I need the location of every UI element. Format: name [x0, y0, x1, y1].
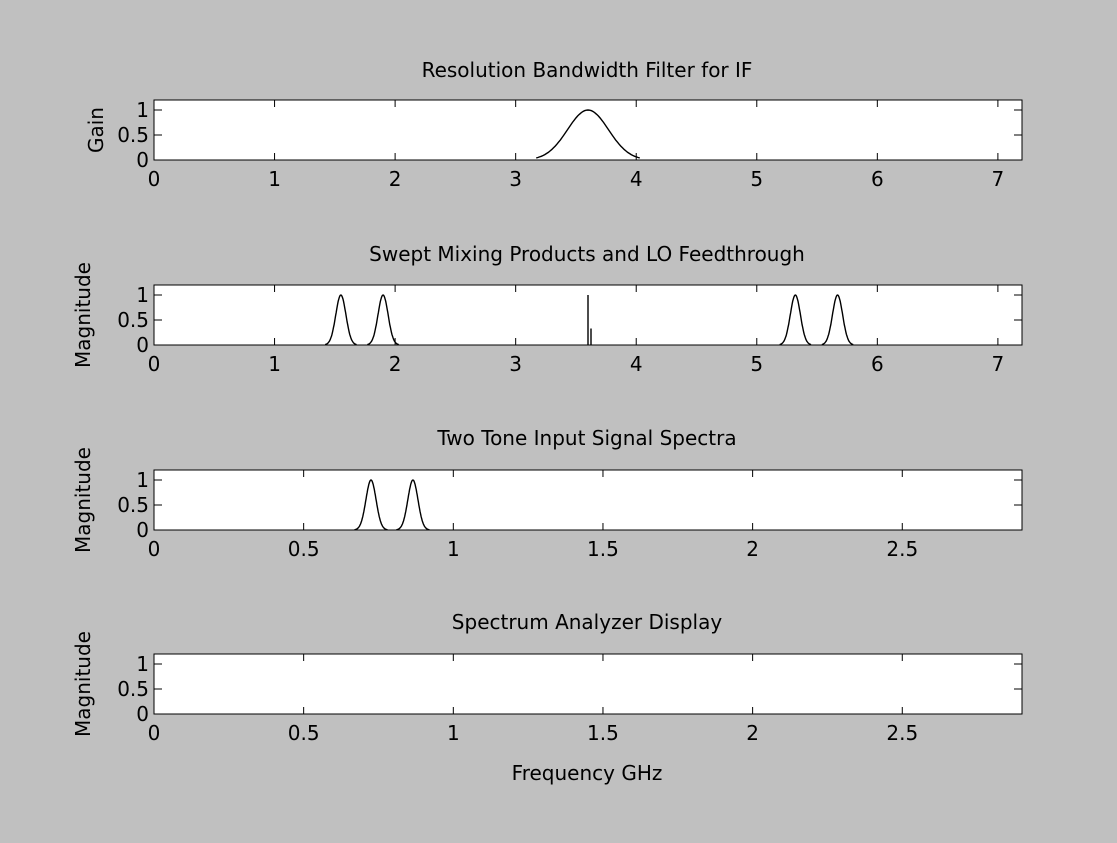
subplot-title: Two Tone Input Signal Spectra [436, 426, 736, 450]
subplot-title: Resolution Bandwidth Filter for IF [422, 58, 753, 82]
x-tick-label: 2 [389, 167, 402, 191]
x-tick-label: 1 [447, 721, 460, 745]
x-tick-label: 4 [630, 167, 643, 191]
x-tick-label: 1 [268, 352, 281, 376]
subplot-title: Spectrum Analyzer Display [452, 610, 723, 634]
subplot-title: Swept Mixing Products and LO Feedthrough [369, 242, 805, 266]
y-tick-label: 0 [136, 333, 149, 357]
x-tick-label: 2 [746, 537, 759, 561]
x-tick-label: 5 [750, 167, 763, 191]
x-tick-label: 5 [750, 352, 763, 376]
subplot-input-spectra: Two Tone Input Signal Spectra Magnitude … [71, 426, 1023, 561]
x-tick-label: 2.5 [886, 721, 918, 745]
y-axis-label: Magnitude [71, 631, 95, 737]
y-tick-label: 0.5 [117, 308, 149, 332]
series-line [324, 294, 854, 346]
series-line [536, 109, 640, 159]
y-tick-label: 0.5 [117, 493, 149, 517]
x-tick-label: 6 [871, 167, 884, 191]
x-tick-label: 4 [630, 352, 643, 376]
x-tick-label: 0 [148, 167, 161, 191]
x-axis-label: Frequency GHz [512, 761, 663, 785]
axis-ticks: 0 0.5 1 1.5 2 2.500.51 [117, 652, 1022, 745]
y-tick-label: 1 [136, 283, 149, 307]
axis-ticks: 0 1 2 3 4 5 6 700.51 [117, 98, 1022, 191]
x-tick-label: 2 [746, 721, 759, 745]
x-tick-label: 7 [992, 167, 1005, 191]
axis-ticks: 0 1 2 3 4 5 6 700.51 [117, 283, 1022, 376]
x-tick-label: 0 [148, 352, 161, 376]
subplot-rbw-filter: Resolution Bandwidth Filter for IF Gain … [84, 58, 1023, 191]
y-tick-label: 0 [136, 148, 149, 172]
y-axis-label: Magnitude [71, 262, 95, 368]
x-tick-label: 1.5 [587, 721, 619, 745]
x-tick-label: 1.5 [587, 537, 619, 561]
y-tick-label: 1 [136, 98, 149, 122]
subplot-mixing-products: Swept Mixing Products and LO Feedthrough… [71, 242, 1023, 376]
x-tick-label: 2.5 [886, 537, 918, 561]
y-axis-label: Gain [84, 107, 108, 153]
y-tick-label: 1 [136, 468, 149, 492]
y-tick-label: 0 [136, 518, 149, 542]
axes-box [153, 653, 1023, 715]
x-tick-label: 3 [509, 167, 522, 191]
x-tick-label: 1 [268, 167, 281, 191]
x-tick-label: 2 [389, 352, 402, 376]
y-tick-label: 1 [136, 652, 149, 676]
y-tick-label: 0.5 [117, 677, 149, 701]
x-tick-label: 1 [447, 537, 460, 561]
axes-box [153, 99, 1023, 161]
y-axis-label: Magnitude [71, 447, 95, 553]
x-tick-label: 0.5 [288, 537, 320, 561]
x-tick-label: 7 [992, 352, 1005, 376]
x-tick-label: 0.5 [288, 721, 320, 745]
x-tick-label: 0 [148, 537, 161, 561]
y-tick-label: 0.5 [117, 123, 149, 147]
axes-box [153, 469, 1023, 531]
x-tick-label: 6 [871, 352, 884, 376]
axis-ticks: 0 0.5 1 1.5 2 2.500.51 [117, 468, 1022, 561]
subplot-analyzer-display: Spectrum Analyzer Display Magnitude 0 0.5… [71, 610, 1023, 785]
x-tick-label: 0 [148, 721, 161, 745]
series-line [354, 479, 430, 531]
x-tick-label: 3 [509, 352, 522, 376]
y-tick-label: 0 [136, 702, 149, 726]
